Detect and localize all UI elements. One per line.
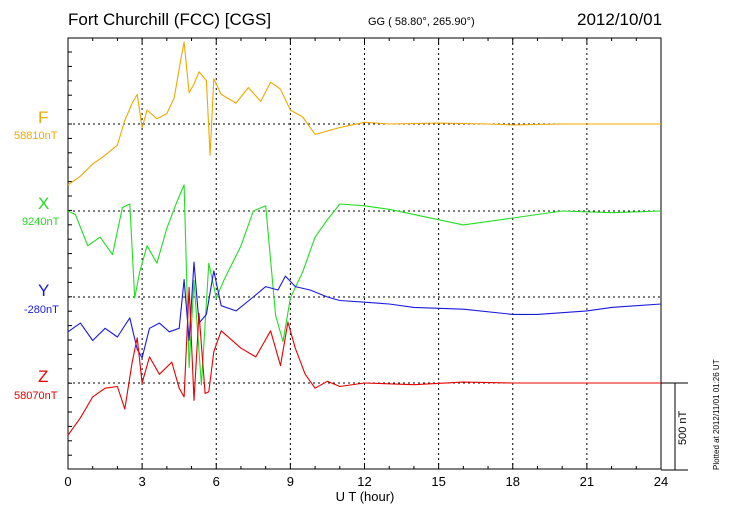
x-tick-label: 12	[357, 474, 371, 489]
series-label-y: Y	[38, 281, 50, 300]
series-line-f	[67, 41, 661, 186]
x-tick-label: 18	[506, 474, 520, 489]
series-baseline-f: 58810nT	[14, 130, 58, 142]
chart-date: 2012/10/01	[577, 10, 663, 29]
series-label-z: Z	[38, 367, 49, 386]
series-label-x: X	[38, 194, 50, 213]
x-tick-label: 0	[64, 474, 71, 489]
x-tick-label: 15	[431, 474, 445, 489]
series-baseline-z: 58070nT	[14, 390, 58, 402]
scale-bar-label: 500 nT	[677, 410, 689, 445]
x-tick-label: 6	[213, 474, 220, 489]
series-line-x	[67, 184, 662, 386]
series-line-y	[67, 261, 662, 359]
x-tick-label: 24	[654, 474, 668, 489]
plotted-timestamp: Plotted at 2012/11/01 01:26 UT	[712, 359, 721, 470]
chart-title: Fort Churchill (FCC) [CGS]	[68, 10, 272, 29]
series-baseline-y: -280nT	[24, 304, 59, 316]
series-label-f: F	[38, 108, 49, 127]
series-baseline-x: 9240nT	[22, 216, 60, 228]
x-tick-label: 9	[287, 474, 294, 489]
x-axis-label: U T (hour)	[335, 489, 395, 504]
station-coordinates: GG ( 58.80°, 265.90°)	[368, 16, 475, 28]
x-tick-label: 3	[139, 474, 146, 489]
x-tick-label: 21	[580, 474, 594, 489]
series-line-z	[67, 286, 661, 436]
